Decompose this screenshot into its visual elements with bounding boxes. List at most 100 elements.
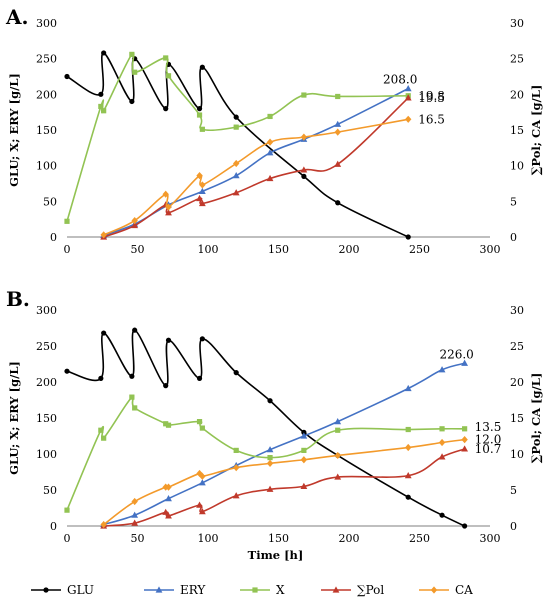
data-label-ery: 208.0 <box>383 73 417 87</box>
data-point-x <box>199 126 205 132</box>
data-point-glu <box>163 383 169 389</box>
data-point-ca <box>131 216 138 225</box>
data-point-x <box>98 103 104 110</box>
data-point-ery <box>198 187 206 194</box>
legend-marker <box>332 586 340 593</box>
data-point-ery <box>334 120 342 127</box>
data-point-ery <box>300 432 308 439</box>
y-left-tick-label: 200 <box>36 376 57 389</box>
data-point-pol <box>300 166 308 173</box>
data-point-x <box>196 112 203 118</box>
x-tick-label: 200 <box>339 532 360 545</box>
data-point-x <box>129 394 135 400</box>
x-tick-label: 100 <box>198 243 219 256</box>
series-line-ca <box>103 438 465 526</box>
data-point-ery <box>198 479 206 486</box>
data-label-ca: 16.5 <box>418 112 445 126</box>
x-tick-label: 100 <box>198 532 219 545</box>
data-point-ca <box>199 181 206 189</box>
y-left-tick-label: 250 <box>36 53 57 66</box>
data-label-pol: 19.5 <box>418 91 445 105</box>
y-left-axis-title: GLU; X; ERY [g/L] <box>7 361 21 475</box>
legend-label: ERY <box>180 583 206 597</box>
series-pol <box>100 445 469 529</box>
legend-marker <box>155 586 163 593</box>
y-left-axis-title: GLU; X; ERY [g/L] <box>7 73 21 187</box>
data-point-glu <box>165 337 172 343</box>
data-point-x <box>64 507 70 513</box>
legend-marker <box>43 587 49 593</box>
x-axis-title: Time [h] <box>248 548 304 562</box>
x-tick-label: 300 <box>480 532 501 545</box>
data-point-ca <box>461 436 468 444</box>
data-point-x <box>462 426 468 432</box>
series-line-pol <box>103 448 465 527</box>
data-point-x <box>301 92 307 98</box>
legend: GLU ERY X ∑Pol CA <box>31 583 473 597</box>
x-tick-label: 0 <box>64 243 71 256</box>
data-point-ery <box>232 172 240 179</box>
legend-marker <box>430 586 438 594</box>
y-left-tick-label: 200 <box>36 88 57 101</box>
y-right-tick-label: 30 <box>510 304 524 317</box>
data-point-pol <box>232 189 240 196</box>
y-right-tick-label: 30 <box>510 17 524 30</box>
y-right-tick-label: 15 <box>510 412 524 425</box>
y-right-tick-label: 5 <box>510 484 517 497</box>
data-point-pol <box>162 508 170 515</box>
y-left-tick-label: 300 <box>36 17 57 30</box>
x-tick-label: 300 <box>480 243 501 256</box>
series-line-glu <box>66 329 465 527</box>
data-point-glu <box>233 370 239 376</box>
y-right-tick-label: 25 <box>510 53 524 66</box>
legend-label: X <box>276 583 285 597</box>
data-point-pol <box>131 519 139 526</box>
data-point-glu <box>301 173 307 179</box>
series-glu <box>64 50 411 240</box>
chart-panel-2: B. 0 50 100 150 200 250 300 0 50 100 150 200 250 300 0 5… <box>6 287 543 562</box>
data-point-pol <box>232 492 240 499</box>
data-label-x: 13.5 <box>475 420 502 434</box>
data-point-pol <box>438 453 446 460</box>
y-right-tick-label: 0 <box>510 520 517 533</box>
data-point-ca <box>405 443 412 452</box>
data-point-x <box>335 427 341 433</box>
data-point-glu <box>129 98 135 105</box>
data-point-ca <box>196 172 203 180</box>
data-point-glu <box>196 106 203 112</box>
data-point-ca <box>405 115 412 123</box>
legend-item-pol: ∑Pol <box>321 583 384 597</box>
data-point-pol <box>198 508 206 515</box>
data-point-pol <box>300 482 308 489</box>
data-point-pol <box>196 501 203 508</box>
data-point-ca <box>266 459 274 467</box>
data-point-ery <box>404 384 412 392</box>
data-point-x <box>163 55 169 61</box>
y-right-tick-label: 20 <box>510 376 524 389</box>
legend-item-glu: GLU <box>31 583 94 597</box>
y-left-tick-label: 100 <box>36 448 57 461</box>
data-point-pol <box>334 473 342 480</box>
data-point-glu <box>233 114 239 120</box>
legend-label: CA <box>455 583 473 597</box>
series-ery <box>100 85 412 239</box>
data-point-x <box>199 425 205 431</box>
y-right-tick-label: 15 <box>510 124 524 137</box>
data-point-x <box>132 405 138 411</box>
data-point-glu <box>98 91 104 97</box>
data-point-glu <box>64 73 70 80</box>
data-point-x <box>101 108 107 114</box>
data-point-glu <box>199 336 205 342</box>
data-point-ca <box>233 464 240 472</box>
series-x <box>64 51 411 224</box>
data-point-pol <box>334 160 342 167</box>
data-point-glu <box>101 50 107 56</box>
y-right-tick-label: 20 <box>510 88 524 101</box>
x-tick-label: 250 <box>409 243 430 256</box>
legend-label: GLU <box>67 583 94 597</box>
series-ca <box>100 436 468 529</box>
data-label-pol: 10.7 <box>475 442 502 456</box>
panel-label: A. <box>5 5 28 29</box>
data-point-glu <box>405 494 411 500</box>
